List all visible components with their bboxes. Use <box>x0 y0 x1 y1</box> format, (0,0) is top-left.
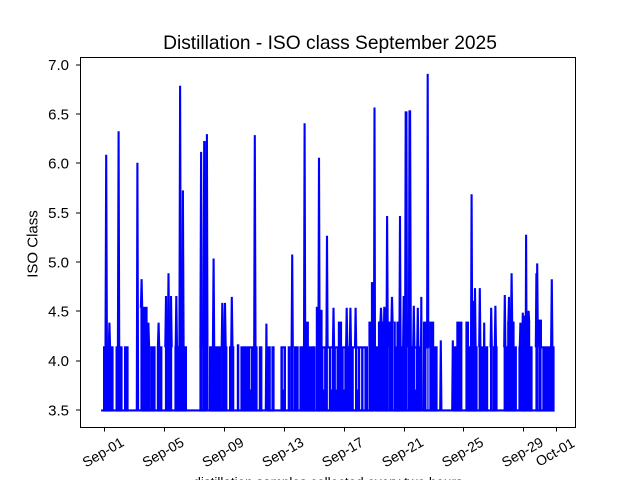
svg-text:7.0: 7.0 <box>48 57 69 74</box>
svg-text:4.5: 4.5 <box>48 304 69 321</box>
svg-text:Distillation - ISO class Septe: Distillation - ISO class September 2025 <box>163 33 497 54</box>
svg-text:4.0: 4.0 <box>48 353 69 370</box>
svg-text:3.5: 3.5 <box>48 402 69 419</box>
svg-text:6.0: 6.0 <box>48 156 69 173</box>
svg-text:distillation samples collected: distillation samples collected every two… <box>193 475 463 480</box>
svg-text:5.0: 5.0 <box>48 254 69 271</box>
svg-text:ISO Class: ISO Class <box>25 210 42 278</box>
svg-text:5.5: 5.5 <box>48 205 69 222</box>
svg-text:6.5: 6.5 <box>48 106 69 123</box>
